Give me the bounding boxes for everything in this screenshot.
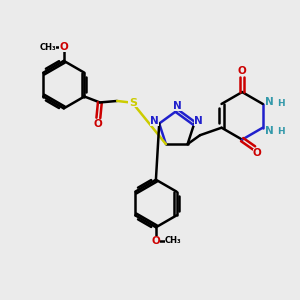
Text: S: S xyxy=(129,98,137,108)
FancyBboxPatch shape xyxy=(253,149,262,158)
FancyBboxPatch shape xyxy=(59,43,68,52)
FancyBboxPatch shape xyxy=(173,102,182,111)
Text: O: O xyxy=(253,148,261,158)
Text: N: N xyxy=(194,116,203,126)
FancyBboxPatch shape xyxy=(238,66,247,75)
FancyBboxPatch shape xyxy=(165,236,182,245)
FancyBboxPatch shape xyxy=(265,98,274,107)
FancyBboxPatch shape xyxy=(150,117,159,126)
Text: O: O xyxy=(152,236,160,246)
Text: N: N xyxy=(265,98,274,107)
Text: N: N xyxy=(173,101,182,111)
FancyBboxPatch shape xyxy=(94,120,103,129)
Text: CH₃: CH₃ xyxy=(165,236,181,245)
FancyBboxPatch shape xyxy=(39,43,56,52)
Text: H: H xyxy=(277,98,284,107)
Text: O: O xyxy=(59,43,68,52)
Text: N: N xyxy=(265,126,274,136)
FancyBboxPatch shape xyxy=(152,236,160,245)
Text: N: N xyxy=(150,116,159,126)
FancyBboxPatch shape xyxy=(265,126,274,135)
Text: O: O xyxy=(238,66,247,76)
FancyBboxPatch shape xyxy=(194,117,203,126)
Text: CH₃: CH₃ xyxy=(39,43,56,52)
Text: H: H xyxy=(277,127,284,136)
FancyBboxPatch shape xyxy=(128,98,138,107)
Text: O: O xyxy=(94,119,103,129)
